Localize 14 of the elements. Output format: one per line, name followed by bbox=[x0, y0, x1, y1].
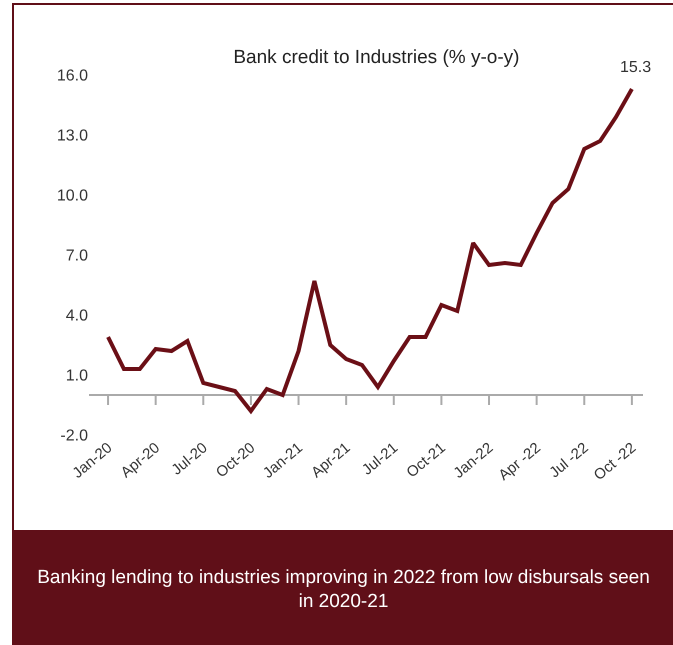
y-tick-label: 7.0 bbox=[66, 248, 88, 265]
y-tick-label: 4.0 bbox=[66, 308, 88, 325]
y-tick-label: -2.0 bbox=[60, 428, 88, 445]
x-tick-label: Jul -22 bbox=[546, 439, 592, 482]
y-tick-label: 16.0 bbox=[56, 68, 88, 85]
y-tick-label: 1.0 bbox=[66, 368, 88, 385]
x-tick-label: Oct -22 bbox=[590, 439, 640, 484]
y-tick-label: 10.0 bbox=[56, 188, 88, 205]
text: Banking lending to industries improving in 2022 from low disbursals seen in 2020-21 bbox=[36, 566, 651, 614]
annotation: 15.3 bbox=[620, 59, 652, 76]
line-series bbox=[106, 87, 634, 413]
y-tick-label: 13.0 bbox=[56, 128, 88, 145]
x-tick-label: Apr -22 bbox=[495, 439, 544, 484]
chart-title: Bank credit to Industries (% y-o-y) bbox=[233, 46, 520, 68]
